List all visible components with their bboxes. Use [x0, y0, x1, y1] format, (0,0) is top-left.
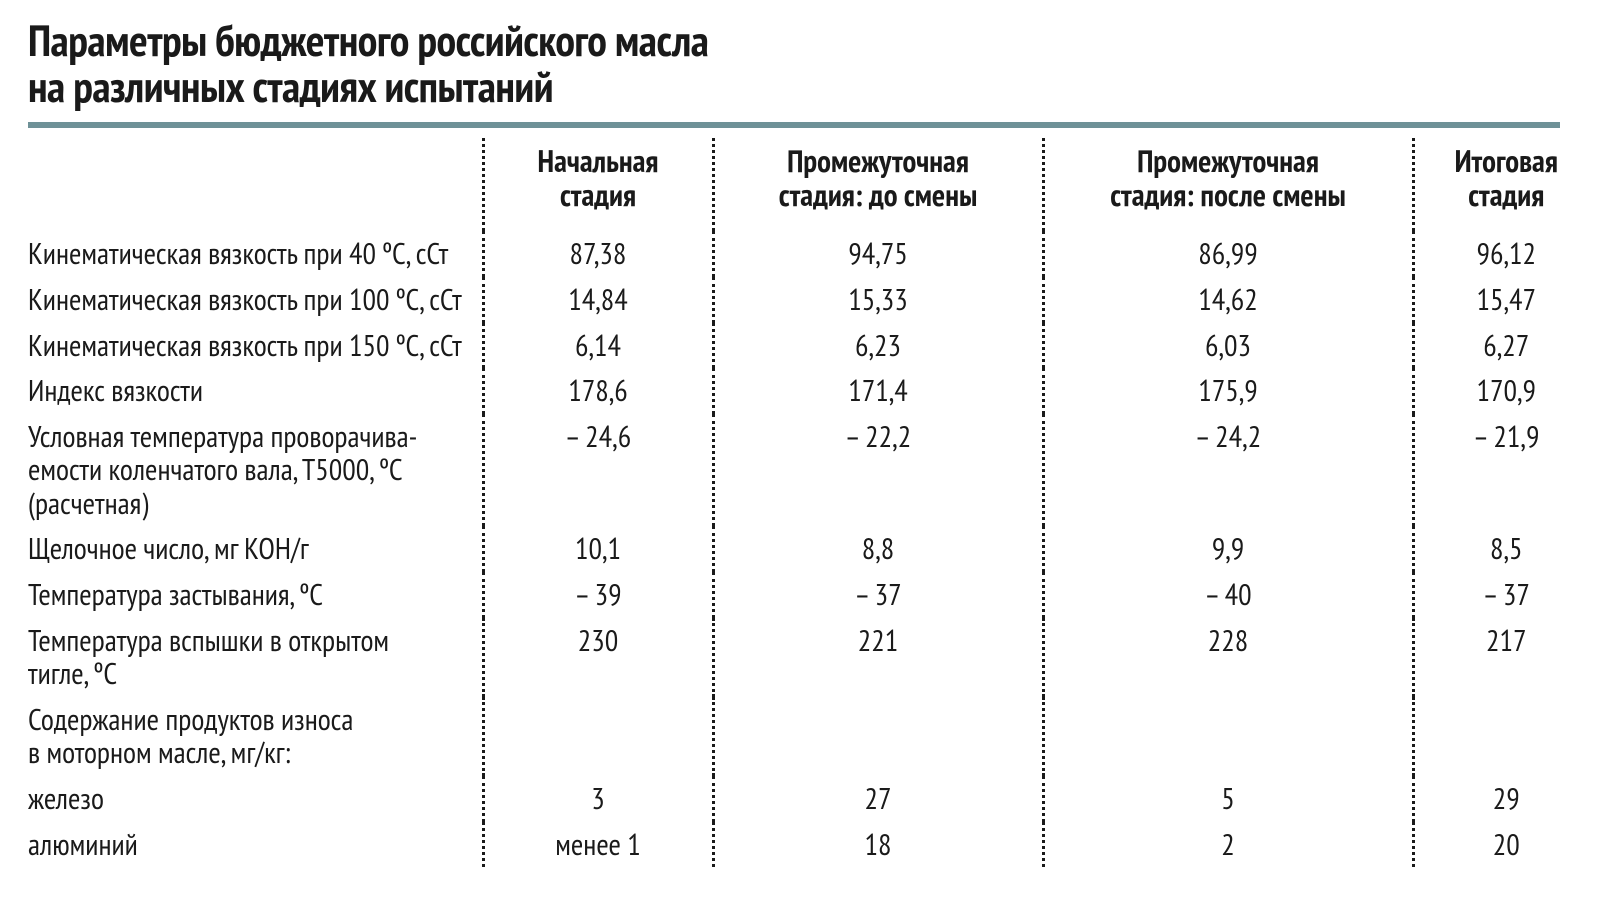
row-label: алюминий — [28, 822, 483, 868]
cell: 86,99 — [1043, 231, 1413, 277]
cell: 6,27 — [1413, 323, 1598, 369]
table-figure: Параметры бюджетного российского масла н… — [0, 0, 1600, 901]
cell: 6,23 — [713, 323, 1043, 369]
cell: 96,12 — [1413, 231, 1598, 277]
row-label: Щелочное число, мг КОН/г — [28, 526, 483, 572]
cell: менее 1 — [483, 822, 713, 868]
table-row: алюминий менее 1 18 2 20 — [28, 822, 1598, 868]
cell — [483, 697, 713, 776]
table-row: Условная температура проворачива- емости… — [28, 414, 1598, 527]
table-row: Содержание продуктов износа в моторном м… — [28, 697, 1598, 776]
cell: – 37 — [713, 572, 1043, 618]
cell: – 21,9 — [1413, 414, 1598, 527]
table-row: Температура вспышки в открытом тигле, ºС… — [28, 618, 1598, 697]
cell: 5 — [1043, 776, 1413, 822]
row-label: Температура застывания, ºС — [28, 572, 483, 618]
cell: 230 — [483, 618, 713, 697]
row-label: Условная температура проворачива- емости… — [28, 414, 483, 527]
row-label: Индекс вязкости — [28, 368, 483, 414]
page-title: Параметры бюджетного российского масла н… — [28, 18, 1560, 110]
cell: 18 — [713, 822, 1043, 868]
cell: 10,1 — [483, 526, 713, 572]
row-label: Кинематическая вязкость при 150 ºС, сСт — [28, 323, 483, 369]
row-label: Кинематическая вязкость при 100 ºС, сСт — [28, 277, 483, 323]
cell: – 24,2 — [1043, 414, 1413, 527]
cell: 6,03 — [1043, 323, 1413, 369]
col-header-initial: Начальная стадия — [483, 138, 713, 231]
cell — [713, 697, 1043, 776]
cell: 8,8 — [713, 526, 1043, 572]
table-row: Температура застывания, ºС – 39 – 37 – 4… — [28, 572, 1598, 618]
cell: 15,47 — [1413, 277, 1598, 323]
cell: 6,14 — [483, 323, 713, 369]
table-row: Кинематическая вязкость при 40 ºС, сСт 8… — [28, 231, 1598, 277]
cell: 221 — [713, 618, 1043, 697]
col-header-intermediate-after: Промежуточная стадия: после смены — [1043, 138, 1413, 231]
cell: 171,4 — [713, 368, 1043, 414]
cell: – 37 — [1413, 572, 1598, 618]
cell: 20 — [1413, 822, 1598, 868]
cell — [1043, 697, 1413, 776]
cell: – 39 — [483, 572, 713, 618]
cell: 14,84 — [483, 277, 713, 323]
col-header-param — [28, 138, 483, 231]
cell: 14,62 — [1043, 277, 1413, 323]
title-rule — [28, 122, 1560, 128]
cell: 3 — [483, 776, 713, 822]
cell: 29 — [1413, 776, 1598, 822]
cell: 9,9 — [1043, 526, 1413, 572]
row-label: Содержание продуктов износа в моторном м… — [28, 697, 483, 776]
cell: 228 — [1043, 618, 1413, 697]
cell: 175,9 — [1043, 368, 1413, 414]
row-label: Кинематическая вязкость при 40 ºС, сСт — [28, 231, 483, 277]
cell: – 24,6 — [483, 414, 713, 527]
cell: 170,9 — [1413, 368, 1598, 414]
cell: 27 — [713, 776, 1043, 822]
col-header-intermediate-before: Промежуточная стадия: до смены — [713, 138, 1043, 231]
table-row: Щелочное число, мг КОН/г 10,1 8,8 9,9 8,… — [28, 526, 1598, 572]
cell: 217 — [1413, 618, 1598, 697]
cell: 2 — [1043, 822, 1413, 868]
table-row: железо 3 27 5 29 — [28, 776, 1598, 822]
cell: 8,5 — [1413, 526, 1598, 572]
col-header-final: Итоговая стадия — [1413, 138, 1598, 231]
cell: – 22,2 — [713, 414, 1043, 527]
table-row: Индекс вязкости 178,6 171,4 175,9 170,9 — [28, 368, 1598, 414]
cell — [1413, 697, 1598, 776]
row-label: Температура вспышки в открытом тигле, ºС — [28, 618, 483, 697]
cell: 178,6 — [483, 368, 713, 414]
table-header-row: Начальная стадия Промежуточная стадия: д… — [28, 138, 1598, 231]
row-label: железо — [28, 776, 483, 822]
table-row: Кинематическая вязкость при 150 ºС, сСт … — [28, 323, 1598, 369]
cell: 87,38 — [483, 231, 713, 277]
cell: 15,33 — [713, 277, 1043, 323]
cell: 94,75 — [713, 231, 1043, 277]
title-line-2: на различных стадиях испытаний — [28, 58, 553, 115]
table-row: Кинематическая вязкость при 100 ºС, сСт … — [28, 277, 1598, 323]
cell: – 40 — [1043, 572, 1413, 618]
oil-parameters-table: Начальная стадия Промежуточная стадия: д… — [28, 138, 1598, 867]
